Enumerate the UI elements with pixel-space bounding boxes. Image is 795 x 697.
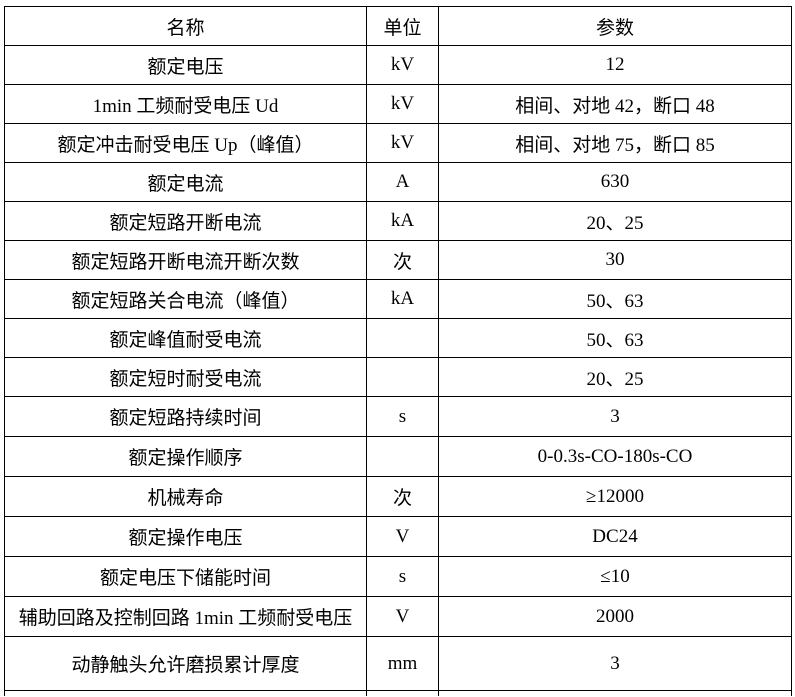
- header-unit: 单位: [366, 6, 439, 46]
- name-cell: 额定短路开断电流开断次数: [4, 240, 367, 280]
- spec-table: 名称 单位 参数 额定电压 kV 12 1min 工频耐受电压 Ud kV 相间…: [4, 6, 792, 696]
- value-cell: ≥12000: [438, 476, 792, 517]
- name-cell: 额定操作电压: [4, 516, 367, 557]
- table-row: 额定短路开断电流开断次数 次 30: [4, 240, 792, 280]
- value-cell: [438, 690, 792, 696]
- value-cell: 20、25: [438, 201, 792, 241]
- table-row: 额定短路开断电流 kA 20、25: [4, 201, 792, 241]
- name-cell: 额定电压: [4, 45, 367, 85]
- unit-cell: [366, 318, 439, 358]
- name-cell: 机械寿命: [4, 476, 367, 517]
- table-row: 机械寿命 次 ≥12000: [4, 476, 792, 517]
- unit-cell: kA: [366, 201, 439, 241]
- table-row: 1min 工频耐受电压 Ud kV 相间、对地 42，断口 48: [4, 84, 792, 124]
- name-cell: 额定短路开断电流: [4, 201, 367, 241]
- unit-cell: [366, 690, 439, 696]
- table-row: 额定峰值耐受电流 50、63: [4, 318, 792, 358]
- name-cell: 额定电流: [4, 162, 367, 202]
- value-cell: 3: [438, 636, 792, 691]
- unit-cell: 次: [366, 476, 439, 517]
- value-cell: 630: [438, 162, 792, 202]
- value-cell: ≤10: [438, 556, 792, 597]
- cropped-next-row: [4, 690, 792, 696]
- table-row: 额定电压 kV 12: [4, 45, 792, 85]
- header-row: 名称 单位 参数: [4, 6, 792, 46]
- name-cell: 额定操作顺序: [4, 436, 367, 477]
- unit-cell: [366, 357, 439, 397]
- table-row: 额定短路持续时间 s 3: [4, 396, 792, 437]
- value-cell: DC24: [438, 516, 792, 557]
- name-cell: 动静触头允许磨损累计厚度: [4, 636, 367, 691]
- value-cell: 50、63: [438, 279, 792, 319]
- table-row: 额定冲击耐受电压 Up（峰值） kV 相间、对地 75，断口 85: [4, 123, 792, 163]
- unit-cell: kV: [366, 123, 439, 163]
- value-cell: 2000: [438, 596, 792, 637]
- name-cell: 1min 工频耐受电压 Ud: [4, 84, 367, 124]
- name-cell: 额定短时耐受电流: [4, 357, 367, 397]
- unit-cell: kA: [366, 279, 439, 319]
- unit-cell: s: [366, 396, 439, 437]
- value-cell: 30: [438, 240, 792, 280]
- table-row: 额定操作电压 V DC24: [4, 516, 792, 557]
- value-cell: 3: [438, 396, 792, 437]
- name-cell: 辅助回路及控制回路 1min 工频耐受电压: [4, 596, 367, 637]
- value-cell: 0-0.3s-CO-180s-CO: [438, 436, 792, 477]
- value-cell: 12: [438, 45, 792, 85]
- table-row: 额定电流 A 630: [4, 162, 792, 202]
- unit-cell: kV: [366, 45, 439, 85]
- unit-cell: s: [366, 556, 439, 597]
- unit-cell: V: [366, 596, 439, 637]
- header-name: 名称: [4, 6, 367, 46]
- unit-cell: [366, 436, 439, 477]
- value-cell: 20、25: [438, 357, 792, 397]
- table-row: 额定短路关合电流（峰值） kA 50、63: [4, 279, 792, 319]
- name-cell: 额定冲击耐受电压 Up（峰值）: [4, 123, 367, 163]
- name-cell: 额定短路持续时间: [4, 396, 367, 437]
- value-cell: 相间、对地 42，断口 48: [438, 84, 792, 124]
- table-row: 额定电压下储能时间 s ≤10: [4, 556, 792, 597]
- unit-cell: A: [366, 162, 439, 202]
- table-row: 额定短时耐受电流 20、25: [4, 357, 792, 397]
- name-cell: [4, 690, 367, 696]
- value-cell: 50、63: [438, 318, 792, 358]
- unit-cell: V: [366, 516, 439, 557]
- name-cell: 额定电压下储能时间: [4, 556, 367, 597]
- table-row: 额定操作顺序 0-0.3s-CO-180s-CO: [4, 436, 792, 477]
- unit-cell: kV: [366, 84, 439, 124]
- unit-cell: 次: [366, 240, 439, 280]
- table-row: 动静触头允许磨损累计厚度 mm 3: [4, 636, 792, 691]
- table-row: 辅助回路及控制回路 1min 工频耐受电压 V 2000: [4, 596, 792, 637]
- value-cell: 相间、对地 75，断口 85: [438, 123, 792, 163]
- header-value: 参数: [438, 6, 792, 46]
- name-cell: 额定短路关合电流（峰值）: [4, 279, 367, 319]
- unit-cell: mm: [366, 636, 439, 691]
- name-cell: 额定峰值耐受电流: [4, 318, 367, 358]
